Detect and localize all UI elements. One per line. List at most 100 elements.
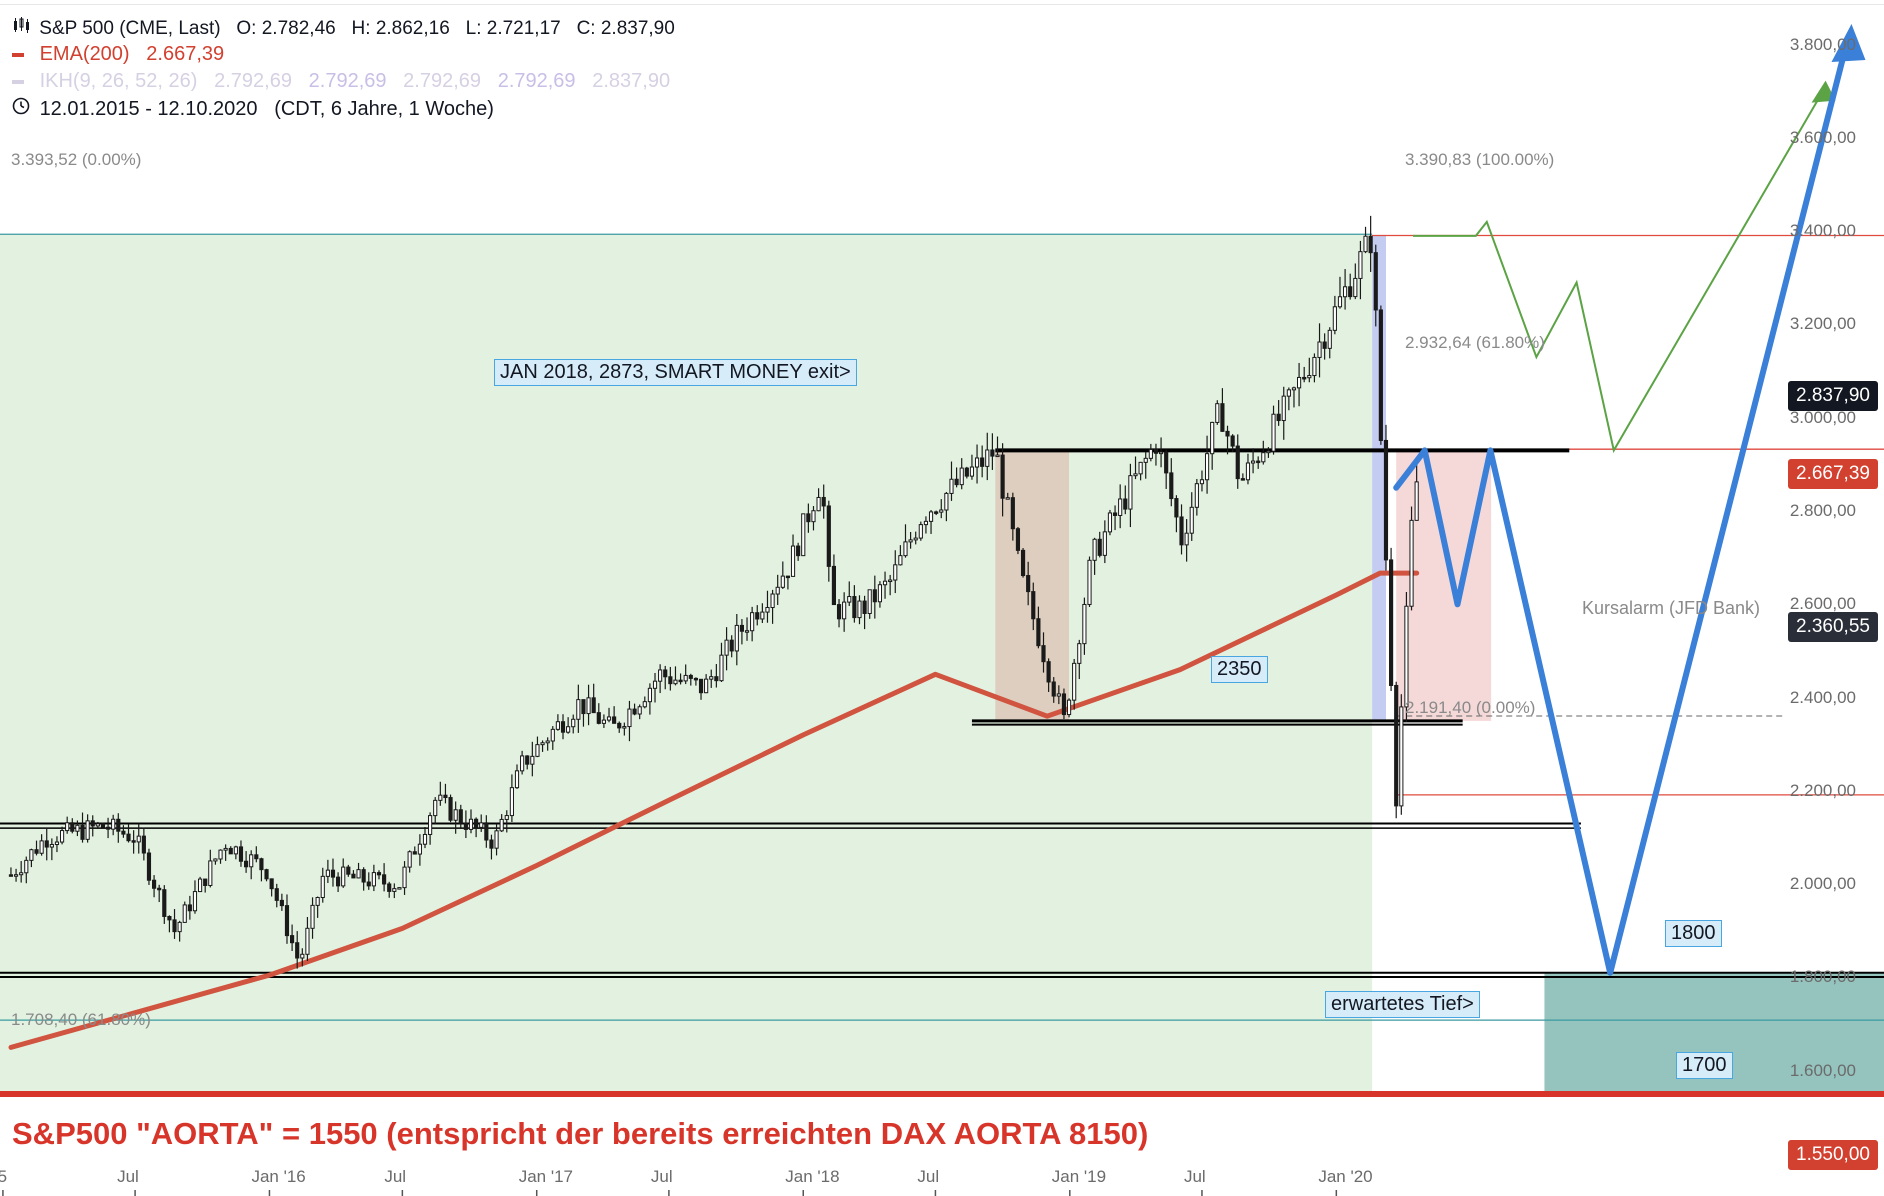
- candle: [458, 804, 463, 828]
- candle: [719, 642, 724, 683]
- candle: [1164, 449, 1169, 489]
- candle: [325, 859, 330, 883]
- candle: [218, 849, 223, 864]
- fib-label-right-bottom: 2.191,40 (0.00%): [1405, 698, 1536, 717]
- candle: [1189, 492, 1194, 541]
- candle: [1077, 639, 1082, 680]
- legend-ikh-line[interactable]: IKH(9, 26, 52, 26) 2.792,69 2.792,69 2.7…: [12, 70, 670, 93]
- candle: [985, 432, 990, 481]
- x-tick-label: '15: [0, 1167, 8, 1186]
- candle: [1220, 388, 1225, 432]
- candle-body: [8, 874, 14, 877]
- candle: [70, 818, 75, 834]
- candle: [356, 862, 361, 879]
- candle-body: [560, 721, 566, 733]
- forecast-green-arrowhead: [1811, 80, 1836, 103]
- candle: [765, 590, 770, 623]
- candle: [642, 696, 647, 709]
- candle: [80, 812, 85, 843]
- candle: [632, 703, 637, 716]
- candle: [274, 883, 279, 908]
- candle: [969, 454, 975, 480]
- candle: [1394, 681, 1399, 819]
- candle-body: [612, 716, 617, 724]
- candle-body: [126, 833, 131, 842]
- candle-body: [90, 820, 95, 827]
- candle: [704, 674, 709, 694]
- candle-body: [964, 467, 969, 477]
- candle-body: [1348, 286, 1353, 298]
- candle: [867, 589, 872, 619]
- candle-body: [1041, 645, 1046, 663]
- candle: [1169, 458, 1174, 507]
- ema200-line: [8, 570, 1420, 1050]
- legend-ema-line[interactable]: EMA(200) 2.667,39: [12, 43, 224, 66]
- candle: [1087, 556, 1092, 608]
- candle-body: [1256, 460, 1261, 464]
- candle: [361, 867, 366, 891]
- clock-icon: [12, 97, 34, 121]
- candle: [755, 605, 760, 626]
- last-price-tag: 2.837,90: [1788, 381, 1878, 411]
- candle: [397, 887, 402, 890]
- candle-body: [514, 770, 520, 789]
- x-tick-label: Jan '16: [251, 1167, 306, 1186]
- candle-body: [734, 624, 739, 652]
- candle-body: [693, 677, 698, 681]
- candle: [1363, 226, 1368, 254]
- candle: [790, 534, 796, 577]
- candle-body: [141, 835, 146, 854]
- candle-body: [54, 841, 60, 846]
- range-details: (CDT, 6 Jahre, 1 Woche): [274, 98, 494, 120]
- candle-body: [1138, 461, 1143, 475]
- ikh-name: IKH(9, 26, 52, 26): [39, 70, 198, 92]
- candle: [1112, 505, 1118, 531]
- legend-range-line: 12.01.2015 - 12.10.2020 (CDT, 6 Jahre, 1…: [12, 97, 494, 121]
- candle-body: [520, 755, 525, 772]
- candle-body: [842, 601, 847, 620]
- candle: [637, 704, 642, 720]
- target-1700-annotation[interactable]: 1700: [1676, 1052, 1733, 1079]
- candle-body: [683, 674, 688, 682]
- candle-body: [1414, 481, 1419, 521]
- candle: [1281, 386, 1286, 440]
- candle-body: [1158, 451, 1164, 455]
- candle: [448, 794, 453, 823]
- candle-body: [668, 676, 673, 685]
- candle: [1373, 244, 1378, 327]
- candle-body: [622, 726, 627, 729]
- date-range[interactable]: 12.01.2015 - 12.10.2020: [39, 98, 258, 120]
- candle-body: [187, 904, 192, 912]
- candle-body: [1000, 454, 1005, 499]
- candle-body: [796, 545, 801, 557]
- candle-body: [172, 919, 177, 933]
- candle: [126, 823, 131, 843]
- candle: [90, 815, 95, 837]
- candle: [949, 461, 954, 501]
- candle-body: [811, 510, 816, 523]
- candle-body: [1174, 498, 1179, 518]
- smart-money-annotation[interactable]: JAN 2018, 2873, SMART MONEY exit>: [494, 359, 857, 386]
- candle: [1235, 434, 1240, 489]
- candle: [560, 714, 566, 740]
- candle: [1322, 333, 1327, 360]
- candle-body: [1307, 375, 1312, 379]
- candle-body: [443, 794, 448, 799]
- candle: [530, 741, 535, 777]
- support-1800-annotation[interactable]: 1800: [1665, 920, 1722, 947]
- symbol-name[interactable]: S&P 500 (CME, Last): [39, 18, 221, 39]
- candle-body: [1363, 235, 1368, 253]
- candle: [233, 845, 238, 860]
- support-2350-annotation[interactable]: 2350: [1211, 656, 1268, 683]
- expected-low-annotation[interactable]: erwartetes Tief>: [1325, 991, 1480, 1018]
- candle: [1343, 269, 1348, 310]
- candle: [75, 820, 80, 837]
- candle: [1194, 478, 1199, 516]
- candle-body: [412, 851, 417, 855]
- candle: [1138, 461, 1143, 481]
- candle-body: [1051, 681, 1056, 697]
- candle: [1082, 597, 1087, 655]
- candle: [49, 838, 54, 861]
- candle: [238, 840, 244, 867]
- candle-body: [29, 849, 34, 861]
